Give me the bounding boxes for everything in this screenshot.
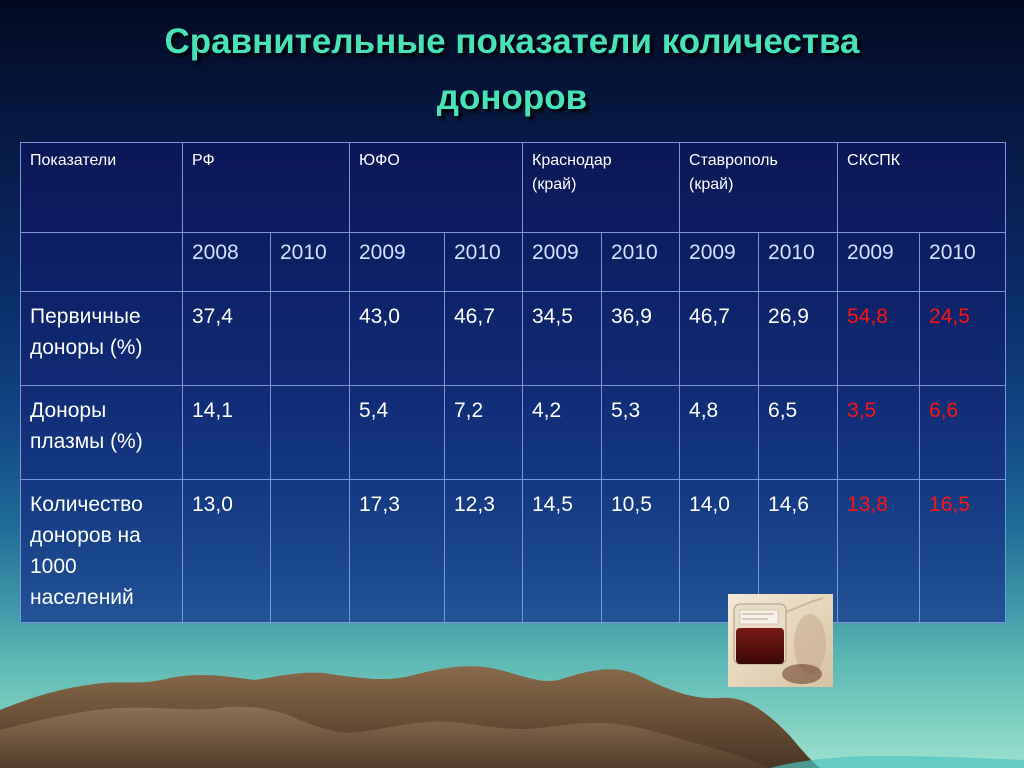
year-cell-empty bbox=[20, 232, 183, 292]
row-label-line: доноры (%) bbox=[30, 336, 143, 359]
value-cell: 7,2 bbox=[444, 385, 523, 480]
year-cell: 2009 bbox=[522, 232, 602, 292]
header-stavropol-line2: (край) bbox=[689, 176, 734, 193]
comparison-table-wrap: Показатели РФ ЮФО Краснодар (край) Ставр… bbox=[20, 142, 1007, 623]
table-row-plasma-donors: Доноры плазмы (%) 14,1 5,4 7,2 4,2 5,3 4… bbox=[20, 385, 1007, 480]
value-cell-highlight: 13,8 bbox=[837, 479, 921, 623]
value-cell: 5,3 bbox=[600, 385, 681, 480]
mountain-foreground bbox=[0, 706, 770, 768]
value-cell: 37,4 bbox=[182, 291, 271, 386]
row-label-line: Количество bbox=[30, 493, 143, 516]
value-cell-highlight: 24,5 bbox=[919, 291, 1007, 386]
header-krasnodar-line1: Краснодар bbox=[532, 152, 612, 169]
value-cell: 4,2 bbox=[522, 385, 602, 480]
header-krasnodar: Краснодар (край) bbox=[521, 142, 681, 233]
table-row-donors-per-1000: Количество доноров на 1000 населений 13,… bbox=[20, 479, 1007, 623]
value-cell: 46,7 bbox=[444, 291, 523, 386]
value-cell: 13,0 bbox=[182, 479, 271, 623]
header-stavropol-line1: Ставрополь bbox=[689, 152, 778, 169]
blood-bag-icon bbox=[728, 594, 833, 687]
title-line-2: доноров bbox=[436, 78, 588, 117]
water-surface bbox=[770, 756, 1024, 768]
title-line-1: Сравнительные показатели количества bbox=[164, 22, 860, 61]
row-label-line: доноров на bbox=[30, 524, 141, 547]
mountain-landscape bbox=[0, 666, 1024, 768]
value-cell: 43,0 bbox=[349, 291, 445, 386]
blood-bag-photo bbox=[728, 594, 833, 687]
row-label-plasma-donors: Доноры плазмы (%) bbox=[20, 385, 183, 480]
value-cell: 34,5 bbox=[522, 291, 602, 386]
value-cell: 6,5 bbox=[758, 385, 839, 480]
value-cell: 36,9 bbox=[600, 291, 681, 386]
value-cell: 14,5 bbox=[522, 479, 602, 623]
value-cell: 26,9 bbox=[758, 291, 839, 386]
value-cell: 14,1 bbox=[182, 385, 271, 480]
value-cell: 46,7 bbox=[679, 291, 760, 386]
value-cell-highlight: 3,5 bbox=[837, 385, 921, 480]
row-label-line: 1000 bbox=[30, 555, 77, 578]
header-yufo: ЮФО bbox=[349, 142, 523, 233]
value-cell-highlight: 16,5 bbox=[919, 479, 1007, 623]
row-label-donors-per-1000: Количество доноров на 1000 населений bbox=[20, 479, 183, 623]
slide-title: Сравнительные показатели количества доно… bbox=[0, 14, 1024, 126]
year-cell: 2010 bbox=[444, 232, 523, 292]
year-row: 2008 2010 2009 2010 2009 2010 2009 2010 … bbox=[20, 232, 1007, 292]
value-cell-highlight: 6,6 bbox=[919, 385, 1007, 480]
value-cell: 5,4 bbox=[349, 385, 445, 480]
year-cell: 2009 bbox=[679, 232, 760, 292]
header-indicator: Показатели bbox=[20, 142, 183, 233]
value-cell: 12,3 bbox=[444, 479, 523, 623]
value-cell bbox=[270, 385, 350, 480]
year-cell: 2010 bbox=[270, 232, 350, 292]
year-cell: 2009 bbox=[349, 232, 445, 292]
row-label-line: плазмы (%) bbox=[30, 430, 143, 453]
table-row-primary-donors: Первичные доноры (%) 37,4 43,0 46,7 34,5… bbox=[20, 291, 1007, 386]
value-cell: 4,8 bbox=[679, 385, 760, 480]
header-krasnodar-line2: (край) bbox=[532, 176, 577, 193]
row-label-primary-donors: Первичные доноры (%) bbox=[20, 291, 183, 386]
year-cell: 2009 bbox=[837, 232, 921, 292]
row-label-line: Доноры bbox=[30, 399, 107, 422]
year-cell: 2010 bbox=[600, 232, 681, 292]
header-stavropol: Ставрополь (край) bbox=[679, 142, 839, 233]
year-cell: 2010 bbox=[919, 232, 1007, 292]
year-cell: 2010 bbox=[758, 232, 839, 292]
donor-comparison-table: Показатели РФ ЮФО Краснодар (край) Ставр… bbox=[20, 142, 1007, 623]
table-header-row: Показатели РФ ЮФО Краснодар (край) Ставр… bbox=[20, 142, 1007, 233]
value-cell bbox=[270, 291, 350, 386]
row-label-line: населений bbox=[30, 586, 134, 609]
row-label-line: Первичные bbox=[30, 305, 141, 328]
year-cell: 2008 bbox=[182, 232, 271, 292]
value-cell: 10,5 bbox=[600, 479, 681, 623]
header-skspk: СКСПК bbox=[837, 142, 1007, 233]
value-cell-highlight: 54,8 bbox=[837, 291, 921, 386]
header-rf: РФ bbox=[182, 142, 350, 233]
